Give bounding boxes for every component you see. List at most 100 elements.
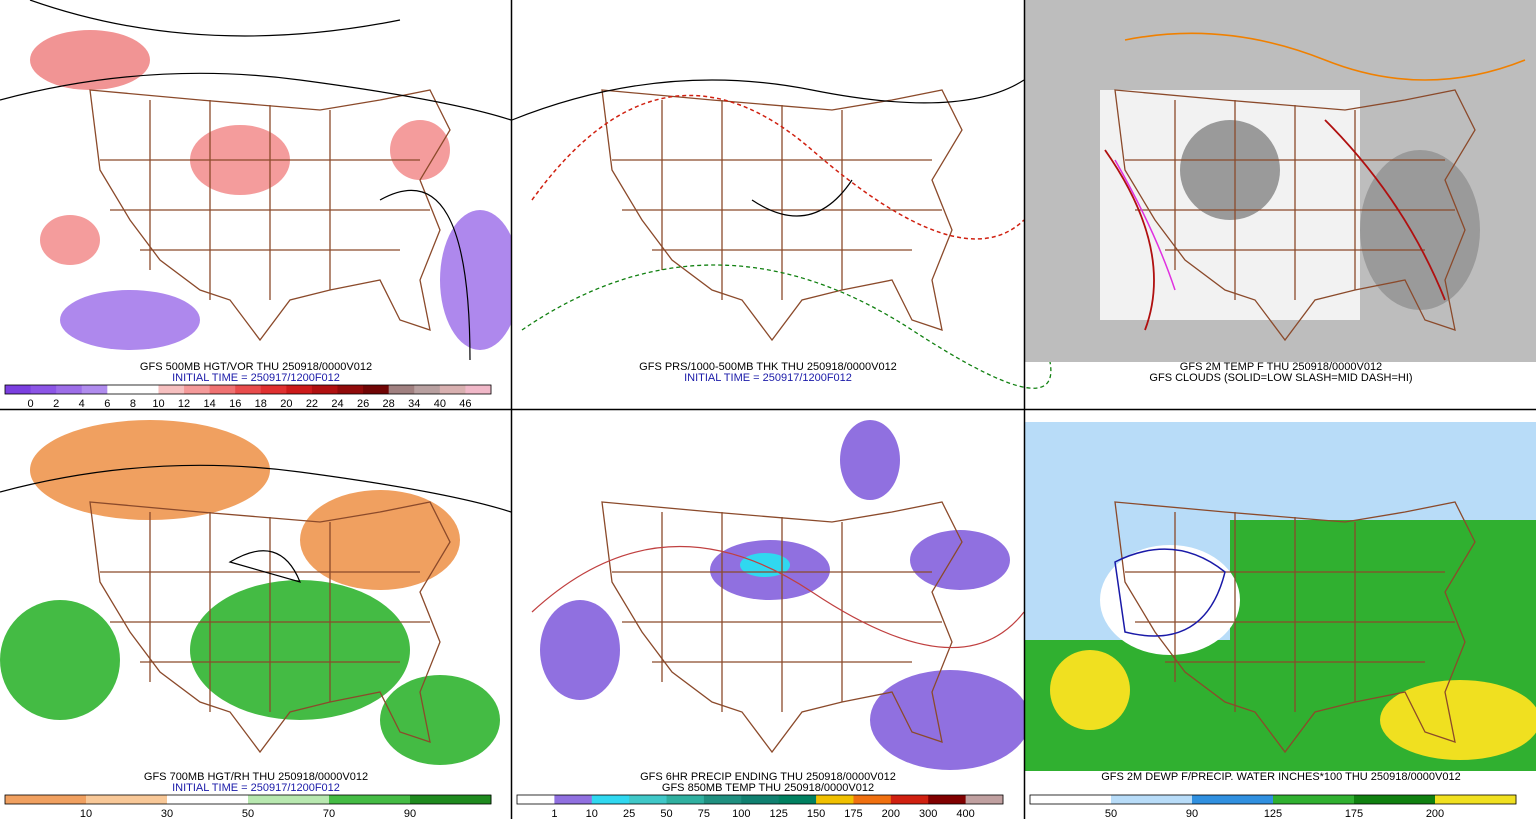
colorbar-label: 0: [28, 398, 34, 410]
colorbar-label: 70: [323, 808, 335, 819]
colorbar-swatch: [235, 385, 262, 394]
colorbar-label: 400: [956, 808, 974, 819]
colorbar-swatch: [1435, 795, 1517, 804]
map-panel: [512, 420, 1030, 771]
colorbar-swatch: [928, 795, 967, 804]
colorbar-label: 28: [383, 398, 395, 410]
colorbar-label: 6: [104, 398, 110, 410]
panel-caption: GFS 2M TEMP F THU 250918/0000V012: [1180, 361, 1382, 373]
colorbar-swatch: [666, 795, 705, 804]
colorbar-swatch: [741, 795, 780, 804]
colorbar-label: 50: [660, 808, 672, 819]
colorbar-label: 8: [130, 398, 136, 410]
colorbar-label: 12: [178, 398, 190, 410]
panel-caption: INITIAL TIME = 250917/1200F012: [684, 372, 852, 384]
colorbar-swatch: [703, 795, 742, 804]
colorbar-frame: [1029, 794, 1517, 805]
colorbar-label: 22: [306, 398, 318, 410]
panel-caption: GFS 2M DEWP F/PRECIP. WATER INCHES*100 T…: [1101, 771, 1460, 783]
colorbar-label: 125: [770, 808, 788, 819]
colorbar-swatch: [56, 385, 83, 394]
colorbar-swatch: [1030, 795, 1112, 804]
colorbar-swatch: [86, 795, 168, 804]
colorbar-swatch: [554, 795, 593, 804]
colorbar-swatch: [107, 385, 134, 394]
colorbar-swatch: [132, 385, 159, 394]
colorbar-label: 16: [229, 398, 241, 410]
colorbar-label: 40: [434, 398, 446, 410]
colorbar-label: 300: [919, 808, 937, 819]
colorbar-swatch: [184, 385, 211, 394]
colorbar-label: 34: [408, 398, 420, 410]
colorbar-swatch: [30, 385, 57, 394]
colorbar-label: 10: [80, 808, 92, 819]
colorbar-swatch: [209, 385, 236, 394]
colorbar-label: 24: [331, 398, 343, 410]
colorbar-label: 10: [152, 398, 164, 410]
map-panel: [1025, 422, 1536, 771]
colorbar-swatch: [853, 795, 892, 804]
colorbar-label: 90: [1186, 808, 1198, 819]
colorbar-swatch: [1192, 795, 1274, 804]
colorbar-swatch: [439, 385, 466, 394]
colorbar-swatch: [329, 795, 411, 804]
colorbar-swatch: [286, 385, 313, 394]
colorbar-label: 20: [280, 398, 292, 410]
map-panel: [1025, 0, 1536, 362]
colorbar-swatch: [158, 385, 185, 394]
colorbar-label: 100: [732, 808, 750, 819]
colorbar-label: 26: [357, 398, 369, 410]
panel-caption: GFS 6HR PRECIP ENDING THU 250918/0000V01…: [640, 771, 896, 783]
panel-caption: INITIAL TIME = 250917/1200F012: [172, 782, 340, 794]
colorbar-label: 90: [404, 808, 416, 819]
colorbar-label: 175: [1345, 808, 1363, 819]
colorbar-label: 1: [551, 808, 557, 819]
colorbar-swatch: [890, 795, 929, 804]
colorbar-swatch: [965, 795, 1004, 804]
colorbar-swatch: [816, 795, 854, 804]
colorbar-swatch: [337, 385, 364, 394]
colorbar-swatch: [311, 385, 339, 394]
colorbar-frame: [4, 384, 492, 395]
colorbar-swatch: [5, 795, 87, 804]
colorbar-swatch: [414, 385, 441, 394]
colorbar-swatch: [5, 385, 32, 394]
colorbar-swatch: [248, 795, 330, 804]
colorbar-label: 75: [698, 808, 710, 819]
colorbar-swatch: [1354, 795, 1436, 804]
colorbar-swatch: [260, 385, 287, 394]
colorbar-label: 200: [882, 808, 900, 819]
map-panel: [0, 0, 520, 362]
colorbar-label: 175: [844, 808, 862, 819]
panel-caption: INITIAL TIME = 250917/1200F012: [172, 372, 340, 384]
map-panel: [511, 0, 1052, 389]
map-panel: [0, 420, 512, 771]
colorbar-label: 200: [1426, 808, 1444, 819]
colorbar-frame: [516, 794, 1004, 805]
colorbar-swatch: [388, 385, 415, 394]
colorbar-swatch: [591, 795, 630, 804]
panel-caption: GFS 700MB HGT/RH THU 250918/0000V012: [144, 771, 368, 783]
colorbar-swatch: [81, 385, 108, 394]
colorbar-frame: [4, 794, 492, 805]
colorbar-swatch: [1273, 795, 1355, 804]
colorbar-label: 30: [161, 808, 173, 819]
panel-caption: GFS CLOUDS (SOLID=LOW SLASH=MID DASH=HI): [1149, 372, 1412, 384]
colorbar-label: 125: [1264, 808, 1282, 819]
colorbar-label: 46: [459, 398, 471, 410]
panel-caption: GFS PRS/1000-500MB THK THU 250918/0000V0…: [639, 361, 897, 373]
colorbar-label: 150: [807, 808, 825, 819]
colorbar-label: 50: [242, 808, 254, 819]
colorbar-label: 18: [255, 398, 267, 410]
colorbar-swatch: [167, 795, 249, 804]
colorbar-swatch: [517, 795, 555, 804]
colorbar-label: 14: [204, 398, 216, 410]
colorbar-swatch: [629, 795, 668, 804]
colorbar-swatch: [465, 385, 492, 394]
colorbar-swatch: [1111, 795, 1193, 804]
colorbar-swatch: [778, 795, 817, 804]
colorbar-swatch: [363, 385, 390, 394]
colorbar-label: 10: [586, 808, 598, 819]
colorbar-swatch: [410, 795, 492, 804]
